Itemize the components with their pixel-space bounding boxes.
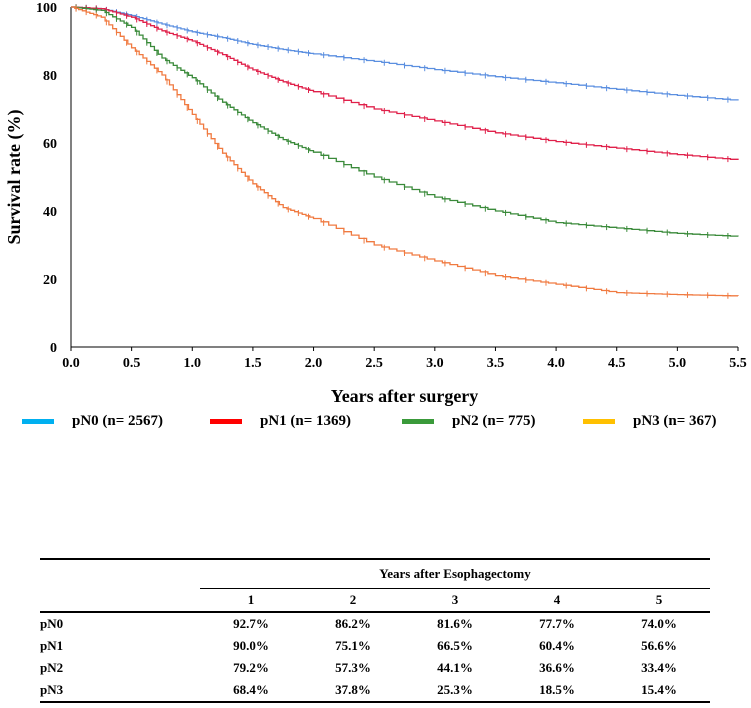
cell-value: 57.3% bbox=[335, 660, 371, 675]
cell-value: 18.5% bbox=[539, 682, 575, 697]
cell-value: 79.2% bbox=[233, 660, 269, 675]
cell-value: 25.3% bbox=[437, 682, 473, 697]
row-label: pN3 bbox=[40, 682, 64, 697]
row-label: pN2 bbox=[40, 660, 64, 675]
y-tick-label: 40 bbox=[43, 205, 57, 220]
legend-item: pN2 (n= 775) bbox=[402, 413, 536, 430]
y-tick-label: 80 bbox=[43, 69, 57, 84]
y-axis-label: Survival rate (%) bbox=[4, 110, 25, 245]
x-tick-label: 0.0 bbox=[62, 356, 80, 371]
x-tick-label: 4.5 bbox=[608, 356, 626, 371]
x-tick-label: 0.5 bbox=[123, 356, 141, 371]
survival-curve-pn1 bbox=[71, 6, 739, 160]
x-tick-label: 3.0 bbox=[426, 356, 444, 371]
col-header: 5 bbox=[655, 592, 663, 607]
x-tick-label: 5.0 bbox=[669, 356, 687, 371]
cell-value: 36.6% bbox=[539, 660, 575, 675]
survival-chart: 0.0 0.5 1.0 1.5 2.0 2.5 3.0 3.5 4.0 4.5 5.0 5.5 0 20 4… bbox=[4, 1, 747, 406]
row-label: pN1 bbox=[40, 638, 64, 653]
row-label: pN0 bbox=[40, 616, 64, 631]
x-axis-label: Years after surgery bbox=[331, 386, 479, 406]
cell-value: 90.0% bbox=[233, 638, 269, 653]
cell-value: 92.7% bbox=[233, 616, 269, 631]
table-row: pN0 92.7% 86.2% 81.6% 77.7% 74.0% bbox=[40, 612, 710, 635]
cell-value: 33.4% bbox=[641, 660, 677, 675]
y-tick-label: 0 bbox=[50, 341, 57, 356]
legend-label: pN3 (n= 367) bbox=[633, 413, 717, 429]
cell-value: 60.4% bbox=[539, 638, 575, 653]
x-tick-label: 2.0 bbox=[305, 356, 323, 371]
y-tick-label: 60 bbox=[43, 137, 57, 152]
table-row: pN3 68.4% 37.8% 25.3% 18.5% 15.4% bbox=[40, 679, 710, 702]
cell-value: 74.0% bbox=[641, 616, 677, 631]
legend-swatch bbox=[210, 419, 242, 424]
x-tick-label: 3.5 bbox=[487, 356, 505, 371]
x-tick-label: 2.5 bbox=[365, 356, 383, 371]
y-tick-label: 100 bbox=[36, 1, 57, 16]
cell-value: 86.2% bbox=[335, 616, 371, 631]
cell-value: 68.4% bbox=[233, 682, 269, 697]
cell-value: 15.4% bbox=[641, 682, 677, 697]
table-group-header: Years after Esophagectomy bbox=[200, 559, 710, 589]
legend-swatch bbox=[583, 419, 615, 424]
legend-item: pN3 (n= 367) bbox=[583, 413, 717, 430]
y-tick-label: 20 bbox=[43, 273, 57, 288]
cell-value: 66.5% bbox=[437, 638, 473, 653]
survival-curve-pn2 bbox=[71, 6, 739, 237]
legend-label: pN1 (n= 1369) bbox=[260, 413, 352, 429]
legend-label: pN2 (n= 775) bbox=[452, 413, 536, 429]
cell-value: 37.8% bbox=[335, 682, 371, 697]
legend-label: pN0 (n= 2567) bbox=[72, 413, 164, 429]
table-row: pN2 79.2% 57.3% 44.1% 36.6% 33.4% bbox=[40, 657, 710, 679]
legend-swatch bbox=[402, 419, 434, 424]
col-header: 3 bbox=[451, 592, 459, 607]
cell-value: 75.1% bbox=[335, 638, 371, 653]
survival-curve-pn0 bbox=[71, 6, 739, 101]
cell-value: 56.6% bbox=[641, 638, 677, 653]
col-header: 4 bbox=[553, 592, 561, 607]
x-tick-label: 1.5 bbox=[244, 356, 262, 371]
x-tick-label: 1.0 bbox=[184, 356, 202, 371]
col-header: 1 bbox=[247, 592, 255, 607]
legend-item: pN0 (n= 2567) bbox=[22, 413, 163, 430]
x-tick-label: 5.5 bbox=[729, 356, 747, 371]
legend: pN0 (n= 2567) pN1 (n= 1369) pN2 (n= 775)… bbox=[0, 413, 751, 437]
legend-item: pN1 (n= 1369) bbox=[210, 413, 351, 430]
cell-value: 81.6% bbox=[437, 616, 473, 631]
cell-value: 77.7% bbox=[539, 616, 575, 631]
survival-table: Years after Esophagectomy 1 2 3 4 5 pN0 9… bbox=[40, 558, 710, 703]
legend-swatch bbox=[22, 419, 54, 424]
cell-value: 44.1% bbox=[437, 660, 473, 675]
table-row: pN1 90.0% 75.1% 66.5% 60.4% 56.6% bbox=[40, 635, 710, 657]
x-tick-label: 4.0 bbox=[547, 356, 565, 371]
col-header: 2 bbox=[349, 592, 357, 607]
